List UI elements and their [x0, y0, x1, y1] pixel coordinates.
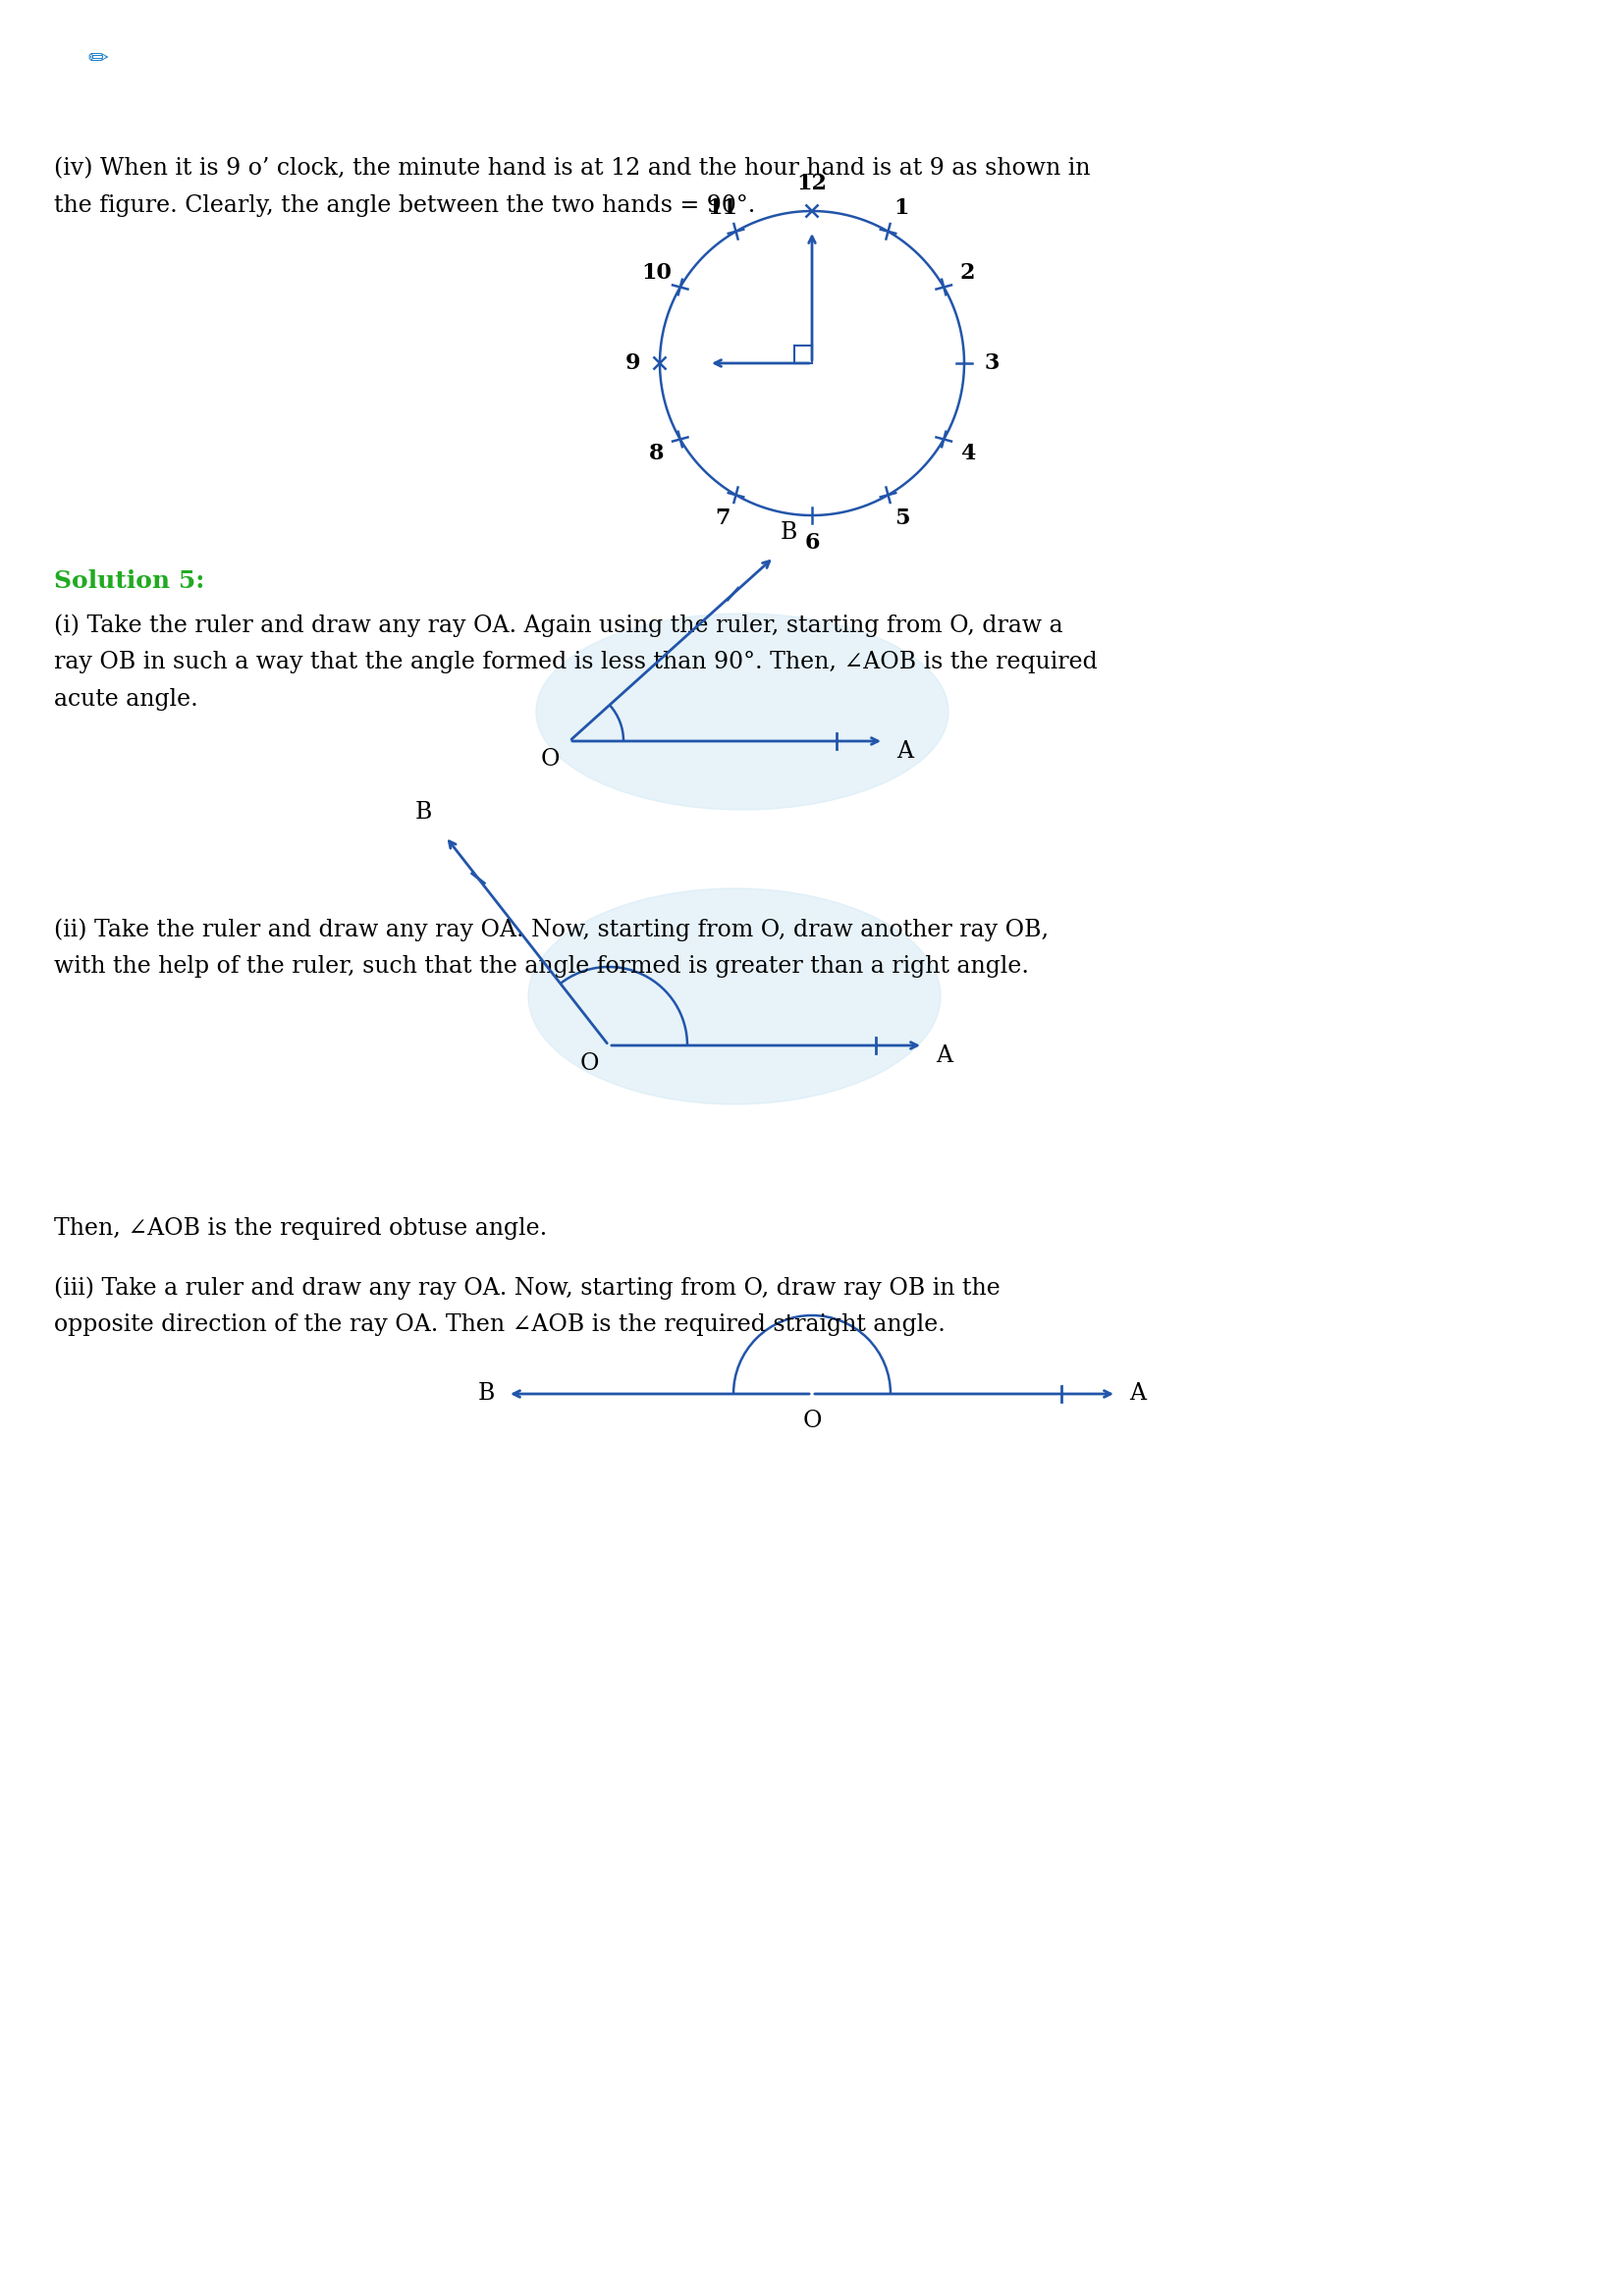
- Text: B: B: [416, 801, 432, 824]
- Text: (iv) When it is 9 o’ clock, the minute hand is at 12 and the hour hand is at 9 a: (iv) When it is 9 o’ clock, the minute h…: [54, 156, 1090, 179]
- Text: 9: 9: [625, 351, 640, 374]
- Text: A: A: [935, 1045, 953, 1068]
- Text: Study Path: Study Path: [70, 108, 136, 119]
- Text: 5: 5: [895, 507, 909, 530]
- Text: RS Aggarwal Solutions: RS Aggarwal Solutions: [768, 53, 1083, 76]
- Text: B: B: [780, 521, 797, 544]
- Ellipse shape: [528, 889, 940, 1104]
- Text: 1: 1: [895, 197, 909, 218]
- Text: A: A: [1130, 1382, 1147, 1405]
- Text: 8: 8: [648, 443, 664, 464]
- Text: 4: 4: [960, 443, 974, 464]
- Text: the figure. Clearly, the angle between the two hands = 90°.: the figure. Clearly, the angle between t…: [54, 195, 755, 216]
- Text: O: O: [802, 1410, 822, 1433]
- Text: 6: 6: [804, 533, 820, 553]
- Text: opposite direction of the ray OA. Then ∠AOB is the required straight angle.: opposite direction of the ray OA. Then ∠…: [54, 1313, 945, 1336]
- Text: 2: 2: [960, 262, 976, 285]
- Text: (iii) Take a ruler and draw any ray OA. Now, starting from O, draw ray OB in the: (iii) Take a ruler and draw any ray OA. …: [54, 1277, 1000, 1300]
- Text: 11: 11: [706, 197, 737, 218]
- Text: B: B: [477, 1382, 495, 1405]
- Text: (ii) Take the ruler and draw any ray OA. Now, starting from O, draw another ray : (ii) Take the ruler and draw any ray OA.…: [54, 918, 1049, 941]
- Text: ✏: ✏: [88, 48, 109, 71]
- Text: 7: 7: [715, 507, 729, 530]
- Text: O: O: [580, 1052, 599, 1075]
- Text: 10: 10: [641, 262, 672, 285]
- Text: 12: 12: [797, 172, 827, 195]
- Text: Chapter 13: Angles and Their Measurement: Chapter 13: Angles and Their Measurement: [682, 85, 1169, 108]
- Text: Class-VI: Class-VI: [882, 23, 970, 44]
- Text: acute angle.: acute angle.: [54, 689, 198, 712]
- Ellipse shape: [86, 48, 110, 69]
- Text: ray OB in such a way that the angle formed is less than 90°. Then, ∠AOB is the r: ray OB in such a way that the angle form…: [54, 650, 1098, 673]
- Text: 3: 3: [984, 351, 999, 374]
- Text: A: A: [896, 739, 914, 762]
- Text: Then, ∠AOB is the required obtuse angle.: Then, ∠AOB is the required obtuse angle.: [54, 1217, 547, 1240]
- Text: with the help of the ruler, such that the angle formed is greater than a right a: with the help of the ruler, such that th…: [54, 955, 1030, 978]
- Text: Page 3 of 3: Page 3 of 3: [758, 2255, 866, 2273]
- Ellipse shape: [536, 613, 948, 810]
- Text: Solution 5:: Solution 5:: [54, 569, 205, 592]
- Text: O: O: [541, 748, 559, 769]
- Text: (i) Take the ruler and draw any ray OA. Again using the ruler, starting from O, : (i) Take the ruler and draw any ray OA. …: [54, 613, 1064, 636]
